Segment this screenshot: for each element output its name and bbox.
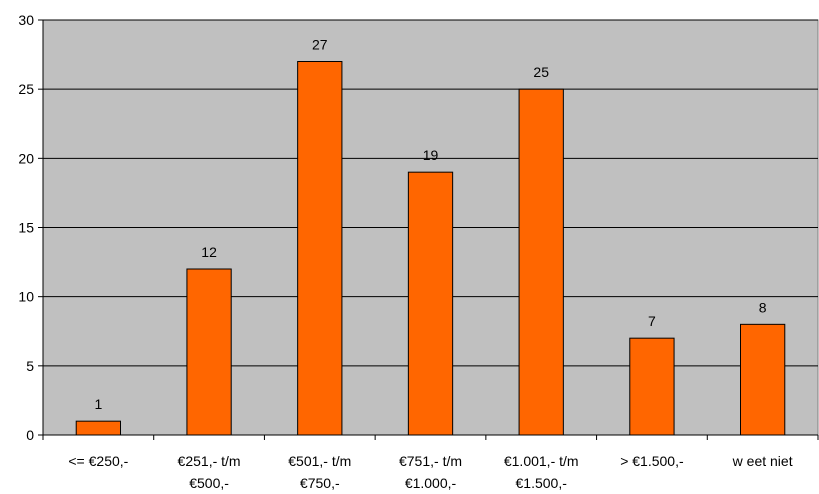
data-label: 12 — [201, 244, 217, 260]
axes — [38, 19, 819, 440]
category-label: <= €250,- — [68, 453, 128, 469]
bar — [629, 337, 675, 436]
data-label: 19 — [423, 147, 439, 163]
y-tick-label: 0 — [26, 427, 34, 443]
bar — [518, 88, 564, 436]
category-labels: <= €250,- €251,- t/m €500,- €501,- t/m €750,… — [68, 453, 792, 491]
y-tick-label: 5 — [26, 358, 34, 374]
gridlines — [43, 19, 818, 367]
data-labels: 1 12 27 19 25 7 8 — [94, 37, 766, 413]
category-label: €750,- — [300, 475, 340, 491]
data-label: 8 — [759, 299, 767, 315]
category-label: €751,- t/m — [399, 453, 462, 469]
y-tick-label: 20 — [18, 150, 34, 166]
category-label: > €1.500,- — [620, 453, 684, 469]
y-tick-label: 30 — [18, 12, 34, 28]
bar — [297, 61, 343, 436]
category-label: w eet niet — [732, 453, 793, 469]
y-tick-label: 10 — [18, 289, 34, 305]
category-label: €251,- t/m — [178, 453, 241, 469]
category-label: €1.001,- t/m — [504, 453, 579, 469]
category-label: €1.000,- — [405, 475, 457, 491]
y-tick-label: 15 — [18, 220, 34, 236]
y-tick-labels: 0 5 10 15 20 25 30 — [18, 12, 34, 443]
data-label: 1 — [94, 396, 102, 412]
category-label: €500,- — [189, 475, 229, 491]
data-label: 27 — [312, 37, 328, 53]
data-label: 25 — [533, 64, 549, 80]
bar — [75, 420, 121, 436]
category-label: €1.500,- — [516, 475, 568, 491]
data-label: 7 — [648, 313, 656, 329]
bar — [407, 171, 454, 436]
bar — [740, 323, 786, 436]
bar — [186, 268, 232, 436]
category-label: €501,- t/m — [288, 453, 351, 469]
bars — [75, 61, 786, 436]
y-tick-label: 25 — [18, 81, 34, 97]
